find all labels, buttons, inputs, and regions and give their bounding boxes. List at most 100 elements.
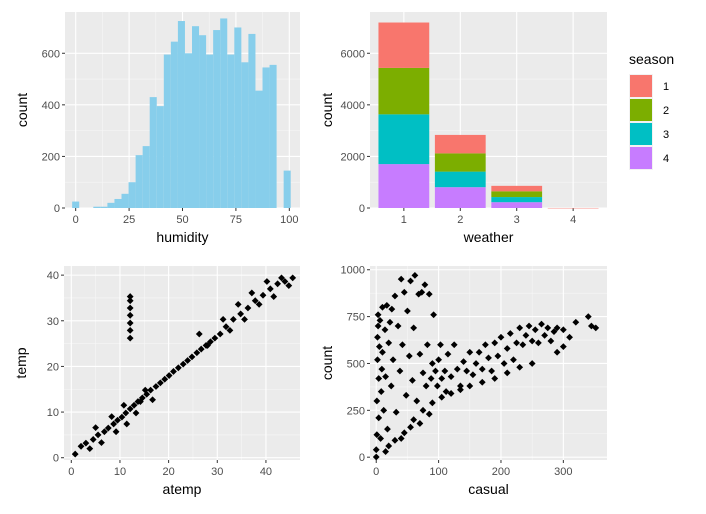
scatter-point <box>392 408 400 416</box>
scatter-point <box>234 300 242 308</box>
histogram-bar <box>121 193 129 208</box>
atemp-temp-scatter-panel: 0 10 20 30 40 0 10 20 30 40 atemp temp <box>13 266 300 497</box>
scatter-point <box>94 431 102 439</box>
scatter-point <box>405 352 413 360</box>
scatter-point <box>396 367 404 375</box>
casual-y-tick-label: 500 <box>347 358 365 370</box>
scatter-point <box>374 322 382 330</box>
scatter-point <box>419 406 427 414</box>
scatter-point <box>197 345 205 353</box>
scatter-point <box>118 413 126 421</box>
scatter-point <box>460 358 467 365</box>
scatter-point <box>559 326 567 334</box>
scatter-point <box>510 356 517 364</box>
scatter-point <box>126 405 134 413</box>
scatter-point <box>419 369 427 377</box>
scatter-point <box>485 354 492 362</box>
scatter-point <box>229 316 237 323</box>
scatter-point <box>411 271 419 279</box>
scatter-point <box>425 290 433 298</box>
weather-y-tick-label: 0 <box>359 203 365 215</box>
scatter-point <box>126 293 134 300</box>
scatter-point <box>453 365 461 373</box>
stacked-bar-segment-season-1 <box>491 185 543 192</box>
scatter-point <box>241 316 248 323</box>
scatter-point <box>428 360 436 367</box>
histogram-bar <box>227 54 235 209</box>
atemp-x-tick-label: 40 <box>260 466 272 478</box>
scatter-point <box>478 365 486 373</box>
scatter-point <box>98 439 105 447</box>
atemp-x-axis-title: atemp <box>163 481 202 497</box>
histogram-bar <box>93 206 101 208</box>
scatter-point <box>193 349 201 357</box>
weather-x-tick-label: 3 <box>514 214 520 226</box>
histogram-bar <box>142 146 150 208</box>
humidity-histogram-panel: 0 200 400 600 0 25 50 75 100 humidity count <box>14 12 300 245</box>
scatter-point <box>438 393 446 401</box>
scatter-point <box>438 375 446 382</box>
scatter-point <box>516 324 524 332</box>
scatter-point <box>488 367 496 375</box>
scatter-point <box>491 375 499 382</box>
scatter-point <box>104 424 112 432</box>
scatter-point <box>380 406 388 414</box>
scatter-point <box>400 288 408 296</box>
scatter-point <box>391 292 399 300</box>
scatter-point <box>375 343 383 350</box>
scatter-point <box>404 307 411 315</box>
scatter-point <box>373 397 381 405</box>
histogram-bar <box>107 202 115 208</box>
casual-x-tick-label: 0 <box>373 466 379 478</box>
scatter-point <box>423 341 431 349</box>
atemp-x-tick-label: 10 <box>114 466 126 478</box>
humidity-x-axis-title: humidity <box>156 229 208 245</box>
histogram-bar <box>199 35 207 208</box>
scatter-point <box>165 372 173 379</box>
scatter-point <box>372 453 380 461</box>
atemp-y-tick-label: 10 <box>47 407 59 419</box>
histogram-bar <box>149 97 157 208</box>
scatter-point <box>375 375 383 382</box>
scatter-point <box>497 333 505 341</box>
scatter-point <box>161 375 169 383</box>
histogram-bar <box>283 170 291 208</box>
scatter-point <box>114 416 121 424</box>
scatter-point <box>174 364 182 372</box>
scatter-point <box>207 338 214 346</box>
scatter-point <box>384 425 391 433</box>
scatter-point <box>584 313 592 321</box>
scatter-point <box>274 280 282 288</box>
scatter-point <box>278 274 285 282</box>
scatter-point <box>377 435 385 442</box>
scatter-point <box>522 331 530 339</box>
scatter-point <box>500 360 508 367</box>
scatter-point <box>89 436 97 443</box>
scatter-point <box>374 333 381 341</box>
weather-x-tick-label: 2 <box>457 214 463 226</box>
scatter-point <box>126 319 134 327</box>
histogram-bar <box>255 90 263 208</box>
scatter-point <box>219 316 227 323</box>
scatter-point <box>466 348 474 356</box>
legend-label-season-2: 2 <box>663 105 669 117</box>
scatter-point <box>472 360 480 367</box>
legend-label-season-1: 1 <box>663 81 669 93</box>
scatter-point <box>442 388 450 395</box>
stacked-bar-segment-season-2 <box>491 191 543 198</box>
scatter-point <box>422 382 430 390</box>
scatter-point <box>383 301 391 309</box>
scatter-point <box>400 429 408 437</box>
stacked-bar-segment-season-1 <box>434 134 486 154</box>
scatter-point <box>559 343 567 350</box>
histogram-bar <box>234 27 242 209</box>
histogram-bar <box>114 198 122 208</box>
scatter-point <box>416 420 424 427</box>
histogram-bar <box>206 54 214 209</box>
casual-count-scatter-panel: 0 250 500 750 1000 0 100 200 300 casual count <box>319 265 607 497</box>
scatter-point <box>475 348 483 356</box>
stacked-bar-segment-season-4 <box>434 187 486 208</box>
scatter-point <box>149 396 156 404</box>
legend-swatch-season-2 <box>630 99 652 121</box>
histogram-bar <box>213 30 221 209</box>
